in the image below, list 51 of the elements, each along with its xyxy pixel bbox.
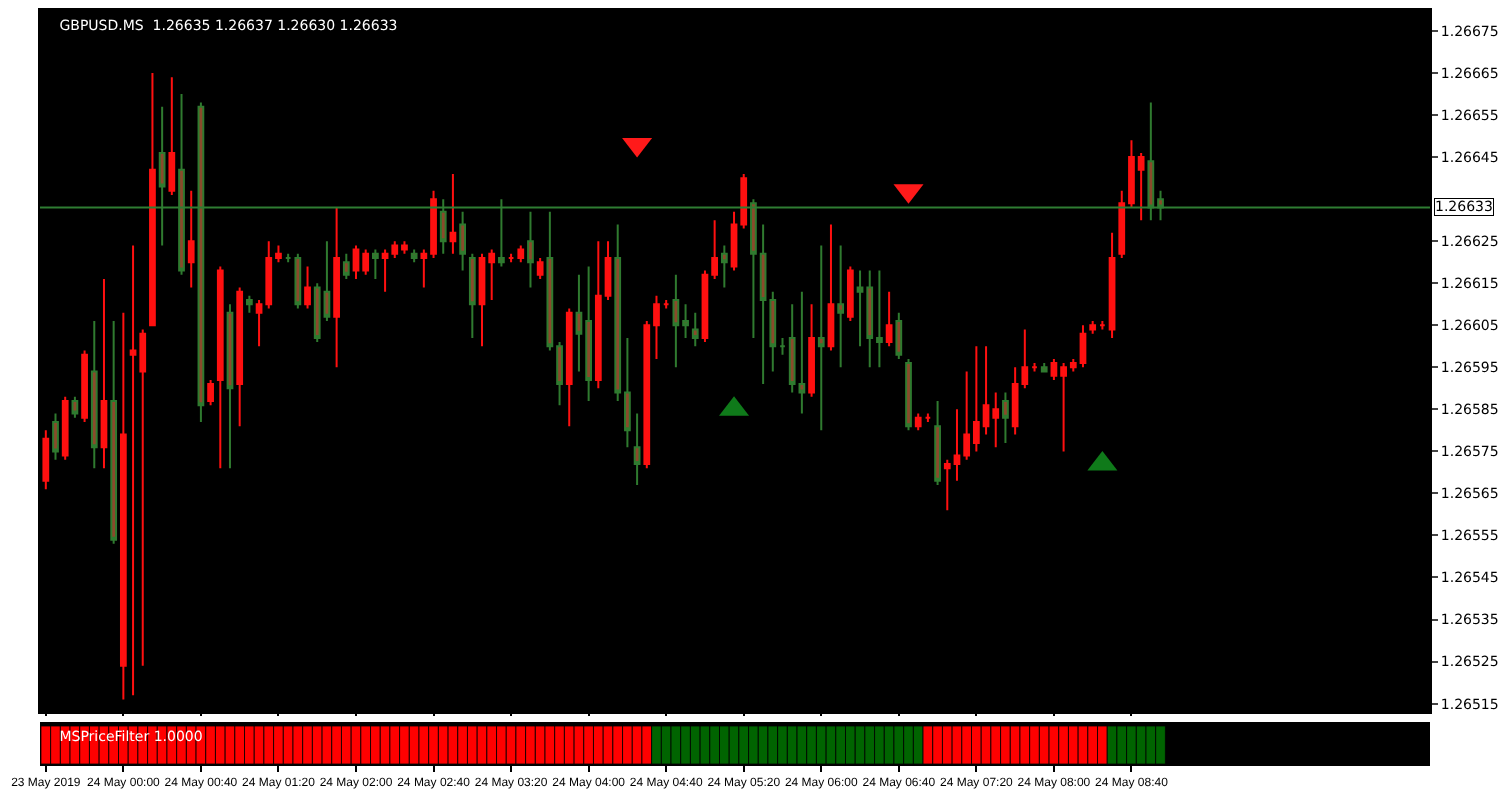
candlestick [100, 278, 108, 470]
candlestick [333, 206, 340, 369]
candlestick [1031, 362, 1038, 373]
candlestick [779, 336, 786, 356]
candlestick [119, 311, 127, 701]
candlestick [149, 72, 156, 327]
candlestick [81, 349, 88, 423]
candlestick [885, 290, 893, 348]
candlestick [1040, 362, 1048, 373]
candlestick [372, 248, 379, 281]
candlestick [662, 299, 670, 310]
candlestick [565, 307, 573, 428]
candlestick [808, 303, 815, 398]
candlestick [468, 252, 476, 339]
candlestick [342, 252, 350, 281]
candlestick [1108, 231, 1116, 339]
candlestick [294, 252, 302, 310]
candlestick [507, 252, 515, 264]
candlestick [633, 412, 641, 486]
candlestick [895, 311, 903, 360]
candlestick [207, 378, 214, 407]
candlestick [187, 189, 195, 289]
candlestick [246, 294, 253, 314]
candlestick [71, 395, 79, 419]
candlestick [924, 412, 932, 423]
candlestick [720, 244, 728, 289]
candlestick [236, 286, 244, 428]
candlestick [410, 248, 418, 264]
candlestick [304, 265, 311, 310]
candlestick [42, 429, 50, 491]
candlestick [817, 244, 825, 432]
candlestick [216, 265, 224, 470]
candlestick [1002, 391, 1009, 444]
candlestick [934, 399, 941, 486]
candlestick [846, 265, 854, 323]
candlestick [905, 357, 912, 432]
candlestick [226, 303, 234, 470]
candlestick [1089, 320, 1097, 335]
candlestick [52, 412, 59, 461]
candlestick [827, 223, 835, 352]
candlestick [1099, 320, 1106, 331]
candlestick [837, 244, 845, 369]
candlestick [110, 320, 118, 545]
candlestick [61, 395, 69, 461]
candlestick [691, 311, 699, 348]
candlestick [90, 320, 98, 470]
candlestick [449, 172, 457, 255]
candlestick [517, 244, 525, 264]
candlestick [168, 76, 176, 196]
candlestick [914, 412, 922, 432]
candlestick [536, 257, 544, 281]
